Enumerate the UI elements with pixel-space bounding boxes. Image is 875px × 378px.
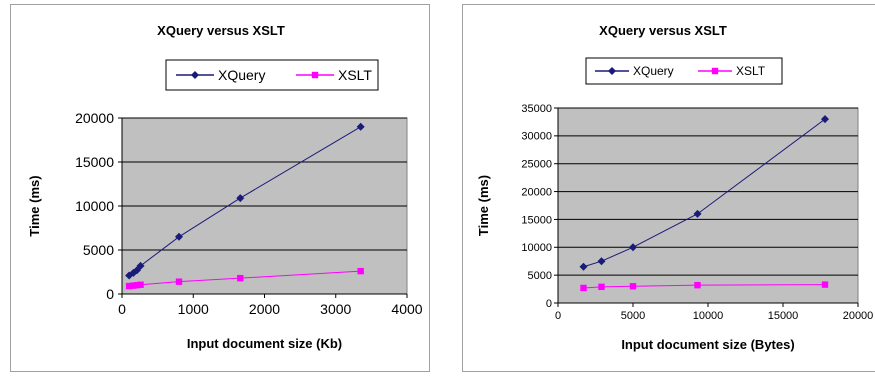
x-axis-title: Input document size (Kb) [187, 336, 342, 351]
data-point-xslt [175, 278, 183, 285]
y-tick-label: 10000 [521, 242, 552, 254]
data-point-xslt [629, 283, 637, 290]
data-point-xslt [694, 281, 701, 289]
data-point-xquery [175, 232, 183, 241]
x-tick-label: 0 [555, 310, 561, 322]
data-point-xslt [580, 284, 587, 292]
chart-left: XQuery versus XSLT 0 5000 10000 15000 20000 0 1… [27, 23, 423, 351]
data-point-xslt [133, 282, 141, 289]
data-point-xslt [598, 283, 605, 291]
data-point-xquery [236, 194, 245, 203]
legend-label-xslt: XSLT [338, 67, 372, 83]
series-xquery [125, 122, 365, 280]
series-xslt [125, 267, 364, 290]
legend-label-xquery: XQuery [218, 67, 265, 83]
y-tick-label: 30000 [521, 131, 552, 143]
y-tick-label: 25000 [521, 159, 552, 171]
series-xslt [580, 281, 829, 292]
data-point-xquery [136, 261, 145, 270]
data-point-xslt [237, 274, 244, 282]
y-tick-label: 15000 [521, 214, 552, 226]
y-tick-label: 0 [106, 286, 114, 302]
x-tick-label: 1000 [178, 301, 209, 317]
x-tick-label: 20000 [843, 310, 874, 322]
legend-marker-xslt [711, 67, 719, 75]
y-tick-label: 35000 [521, 103, 552, 115]
y-tick-label: 0 [546, 298, 552, 310]
x-tick-label: 4000 [391, 301, 422, 317]
y-tick-label: 5000 [83, 242, 114, 258]
x-tick-label: 0 [118, 301, 126, 317]
legend-marker-xquery [191, 71, 199, 79]
legend-marker-xquery [608, 67, 616, 75]
chart-panel-right: XQuery versus XSLT 0 5000 10000 15000 20000 25… [462, 4, 875, 372]
chart-right: XQuery versus XSLT 0 5000 10000 15000 20000 25… [476, 23, 874, 352]
data-point-xslt [137, 281, 144, 288]
chart-title: XQuery versus XSLT [157, 23, 285, 38]
y-tick-label: 20000 [75, 110, 114, 126]
data-point-xslt [357, 267, 364, 275]
data-point-xslt [125, 282, 133, 290]
data-point-xslt [130, 282, 137, 289]
data-point-xquery [597, 257, 606, 266]
x-tick-label: 5000 [621, 310, 645, 322]
series-xquery [579, 115, 829, 271]
data-point-xquery [821, 115, 829, 124]
y-tick-label: 20000 [521, 186, 552, 198]
x-tick-label: 2000 [249, 301, 280, 317]
legend-marker-xslt [311, 71, 319, 79]
chart-panel-left: XQuery versus XSLT 0 5000 10000 15000 20000 0 1… [10, 4, 430, 372]
data-point-xquery [579, 262, 588, 271]
chart-title: XQuery versus XSLT [599, 23, 727, 38]
y-axis-title: Time (ms) [476, 175, 491, 236]
x-tick-label: 3000 [320, 301, 351, 317]
y-tick-label: 15000 [75, 154, 114, 170]
y-axis-title: Time (ms) [27, 175, 42, 236]
x-axis-title: Input document size (Bytes) [621, 337, 794, 352]
y-tick-label: 5000 [528, 270, 552, 282]
legend-label-xslt: XSLT [736, 64, 766, 78]
data-point-xquery [629, 243, 637, 252]
data-point-xslt [821, 281, 829, 288]
y-tick-label: 10000 [75, 198, 114, 214]
data-point-xquery [693, 209, 702, 218]
legend-label-xquery: XQuery [633, 64, 674, 78]
x-tick-label: 10000 [693, 310, 724, 322]
data-point-xquery [356, 122, 365, 131]
x-tick-label: 15000 [768, 310, 799, 322]
